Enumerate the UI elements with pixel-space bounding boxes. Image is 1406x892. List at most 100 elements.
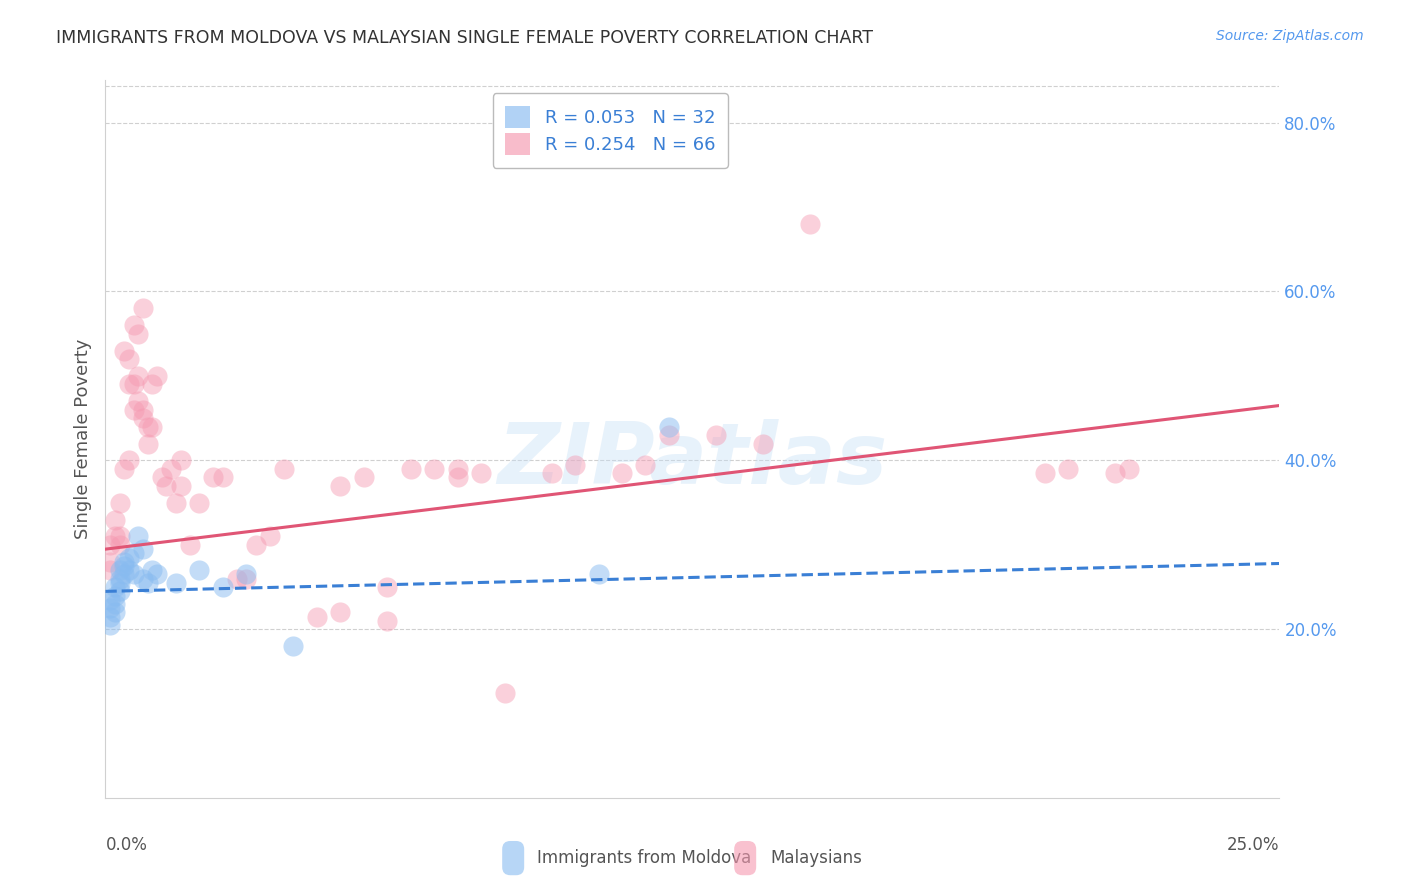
Point [132,411,155,425]
Point [1057,462,1080,476]
Point [98,609,121,624]
Point [118,453,141,467]
Point [108,496,131,510]
Point [150,470,173,484]
Point [104,597,127,611]
Point [112,559,135,574]
Text: Immigrants from Moldova: Immigrants from Moldova [537,849,751,867]
Point [141,563,163,577]
Point [353,470,375,484]
Point [98,538,121,552]
Point [104,606,127,620]
Point [108,572,131,586]
Point [104,580,127,594]
Point [494,686,516,700]
Point [98,592,121,607]
Point [132,542,155,557]
Point [226,572,249,586]
Point [588,567,610,582]
Point [136,436,159,450]
Point [127,368,149,383]
Point [132,402,155,417]
Point [118,377,141,392]
Point [658,428,681,442]
Point [146,567,169,582]
Point [122,402,145,417]
Point [112,343,135,358]
Point [235,572,257,586]
Point [211,580,233,594]
Text: Source: ZipAtlas.com: Source: ZipAtlas.com [1216,29,1364,43]
Point [564,458,586,472]
Point [235,567,257,582]
Point [634,458,657,472]
Point [127,529,149,543]
Point [165,496,187,510]
Point [136,419,159,434]
Point [610,466,633,480]
Point [704,428,727,442]
Point [112,462,135,476]
Point [329,606,352,620]
Point [259,529,281,543]
Point [188,563,211,577]
Point [127,326,149,341]
Point [1118,462,1140,476]
Point [136,576,159,591]
Point [141,419,163,434]
Point [108,529,131,543]
Point [132,572,155,586]
Point [169,453,191,467]
Text: IMMIGRANTS FROM MOLDOVA VS MALAYSIAN SINGLE FEMALE POVERTY CORRELATION CHART: IMMIGRANTS FROM MOLDOVA VS MALAYSIAN SIN… [56,29,873,46]
Text: 0.0%: 0.0% [105,836,148,854]
Point [122,567,145,582]
Point [98,555,121,569]
Point [132,301,155,316]
Point [329,479,352,493]
Point [245,538,267,552]
Point [470,466,492,480]
Point [127,394,149,409]
Text: ZIPatlas: ZIPatlas [498,419,887,502]
Point [799,217,821,231]
Legend: R = 0.053   N = 32, R = 0.254   N = 66: R = 0.053 N = 32, R = 0.254 N = 66 [492,93,728,168]
Point [122,318,145,333]
Point [169,479,191,493]
Point [160,462,183,476]
Point [165,576,187,591]
Point [211,470,233,484]
Point [98,563,121,577]
Point [118,352,141,367]
Point [423,462,446,476]
Point [446,462,468,476]
Point [188,496,211,510]
Point [108,538,131,552]
Point [399,462,422,476]
Point [179,538,201,552]
Point [122,546,145,560]
Point [118,550,141,565]
Point [752,436,775,450]
Point [108,563,131,577]
Point [1104,466,1126,480]
Point [540,466,562,480]
Point [273,462,295,476]
Point [108,576,131,591]
Point [112,567,135,582]
Point [305,609,328,624]
Text: 25.0%: 25.0% [1227,836,1279,854]
Point [1033,466,1056,480]
Point [98,618,121,632]
Point [658,419,681,434]
Point [202,470,225,484]
Point [146,368,169,383]
Point [446,470,468,484]
Point [104,589,127,603]
Point [283,640,305,654]
Point [122,377,145,392]
Point [98,601,121,615]
Y-axis label: Single Female Poverty: Single Female Poverty [73,339,91,540]
Point [108,584,131,599]
Point [112,555,135,569]
Point [375,580,398,594]
